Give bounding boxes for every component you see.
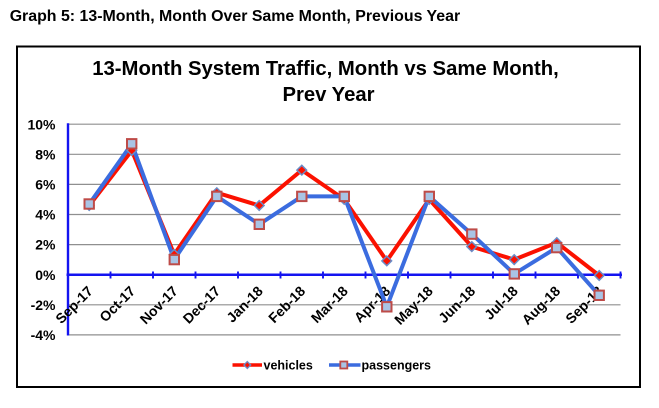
svg-text:Graph 5: 13-Month, Month Over: Graph 5: 13-Month, Month Over Same Month… bbox=[10, 8, 460, 25]
svg-text:vehicles: vehicles bbox=[264, 358, 313, 372]
svg-text:Prev Year: Prev Year bbox=[282, 84, 374, 106]
svg-text:6%: 6% bbox=[35, 177, 56, 193]
svg-text:13-Month System Traffic, Month: 13-Month System Traffic, Month vs Same M… bbox=[92, 58, 559, 80]
svg-text:passengers: passengers bbox=[362, 358, 432, 372]
svg-text:8%: 8% bbox=[35, 146, 56, 162]
svg-text:-2%: -2% bbox=[31, 297, 56, 313]
svg-text:2%: 2% bbox=[35, 237, 56, 253]
svg-text:-4%: -4% bbox=[31, 327, 56, 343]
svg-text:4%: 4% bbox=[35, 207, 56, 223]
svg-text:0%: 0% bbox=[35, 267, 56, 283]
svg-text:10%: 10% bbox=[27, 116, 56, 132]
